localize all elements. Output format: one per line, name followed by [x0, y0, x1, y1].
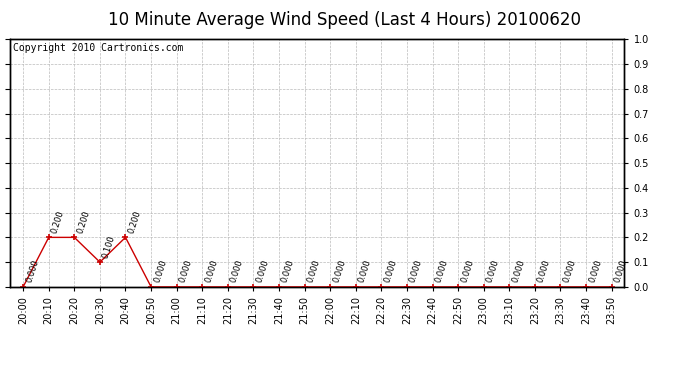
Text: 0.000: 0.000	[383, 259, 399, 284]
Text: 0.100: 0.100	[101, 234, 117, 259]
Text: 0.200: 0.200	[76, 209, 92, 234]
Text: 0.000: 0.000	[229, 259, 245, 284]
Text: 0.000: 0.000	[255, 259, 270, 284]
Text: 0.000: 0.000	[178, 259, 194, 284]
Text: 0.000: 0.000	[204, 259, 219, 284]
Text: 0.000: 0.000	[280, 259, 296, 284]
Text: 0.000: 0.000	[613, 259, 629, 284]
Text: 0.000: 0.000	[408, 259, 424, 284]
Text: 0.000: 0.000	[434, 259, 450, 284]
Text: 0.200: 0.200	[50, 209, 66, 234]
Text: 0.000: 0.000	[536, 259, 552, 284]
Text: 0.000: 0.000	[587, 259, 603, 284]
Text: 0.000: 0.000	[152, 259, 168, 284]
Text: 0.000: 0.000	[562, 259, 578, 284]
Text: 0.000: 0.000	[306, 259, 322, 284]
Text: 0.000: 0.000	[357, 259, 373, 284]
Text: 0.000: 0.000	[511, 259, 526, 284]
Text: Copyright 2010 Cartronics.com: Copyright 2010 Cartronics.com	[13, 43, 184, 53]
Text: 0.000: 0.000	[460, 259, 475, 284]
Text: 0.000: 0.000	[24, 259, 40, 284]
Text: 0.000: 0.000	[485, 259, 501, 284]
Text: 10 Minute Average Wind Speed (Last 4 Hours) 20100620: 10 Minute Average Wind Speed (Last 4 Hou…	[108, 11, 582, 29]
Text: 0.000: 0.000	[331, 259, 347, 284]
Text: 0.200: 0.200	[127, 209, 143, 234]
